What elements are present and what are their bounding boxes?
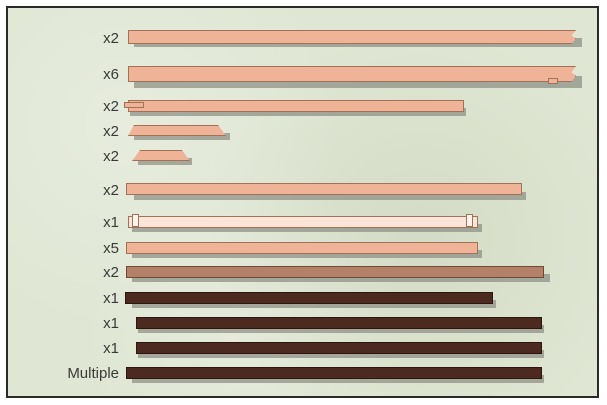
quantity-label: x5	[103, 240, 119, 257]
board-shadow	[130, 108, 466, 116]
quantity-label: x1	[103, 290, 119, 307]
board-piece	[125, 292, 493, 304]
board-piece	[126, 242, 478, 254]
board-piece	[128, 66, 576, 82]
board-piece	[136, 342, 542, 354]
quantity-label: x2	[103, 264, 119, 281]
quantity-label: x2	[103, 182, 119, 199]
quantity-label: x1	[103, 315, 119, 332]
cut-list-diagram: x2 x6 x2 x2 x2 x2 x1	[6, 6, 599, 398]
board-shadow	[138, 325, 544, 333]
board-tab	[548, 78, 558, 84]
board-slot	[132, 214, 139, 227]
board-piece	[136, 317, 542, 329]
quantity-label: Multiple	[67, 365, 119, 382]
board-piece	[128, 100, 464, 112]
board-shadow	[132, 224, 482, 232]
board-piece	[126, 183, 522, 195]
quantity-label: x2	[103, 148, 119, 165]
quantity-label: x1	[103, 340, 119, 357]
quantity-label: x6	[103, 66, 119, 83]
board-piece	[132, 150, 190, 161]
board-shadow	[138, 350, 544, 358]
quantity-label: x2	[103, 123, 119, 140]
quantity-label: x1	[103, 214, 119, 231]
board-slot	[466, 214, 473, 227]
board-piece	[128, 216, 478, 228]
board-shadow	[132, 375, 544, 383]
board-shadow	[132, 300, 496, 308]
board-shadow	[138, 158, 192, 165]
board-piece	[126, 367, 542, 379]
board-piece	[128, 125, 226, 136]
board-shadow	[132, 274, 550, 282]
board-shadow	[134, 133, 230, 140]
board-tongue	[124, 102, 144, 108]
board-shadow	[134, 192, 526, 200]
board-shadow	[132, 250, 482, 258]
quantity-label: x2	[103, 98, 119, 115]
board-piece	[128, 30, 576, 44]
quantity-label: x2	[103, 30, 119, 47]
board-piece	[126, 266, 544, 278]
